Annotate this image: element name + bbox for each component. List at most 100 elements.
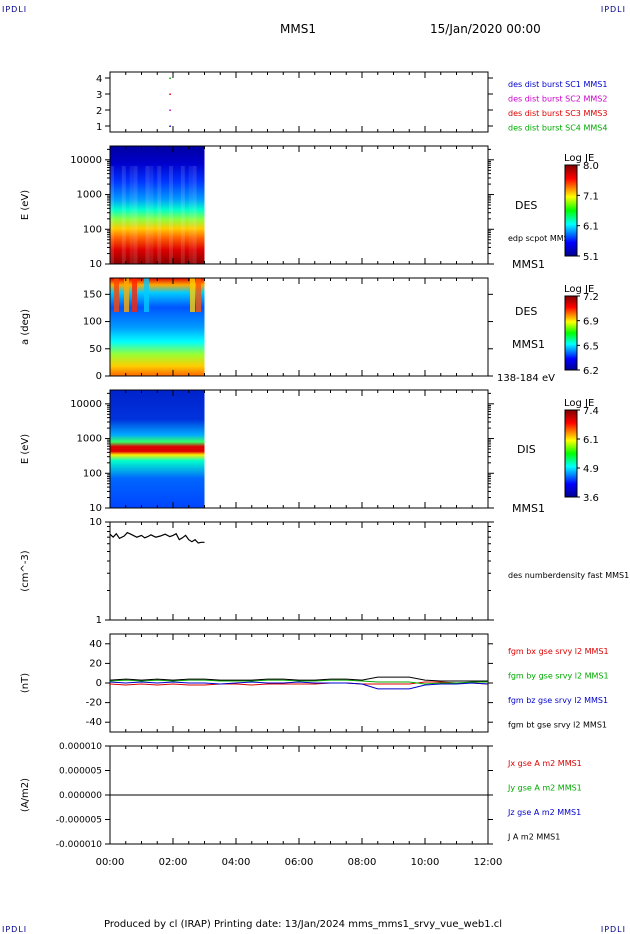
- y-axis-label-fgm: (nT): [20, 673, 31, 693]
- x-tick-label: 00:00: [96, 857, 125, 868]
- des-energy-colorbar-tick-label: 8.0: [583, 161, 599, 172]
- des-energy-extra-label: edp scpot MMS1: [508, 234, 574, 243]
- fgm-series-line-3: [109, 681, 489, 690]
- current-legend-4: J A m2 MMS1: [507, 833, 560, 842]
- des-pitch-stripe: [114, 278, 119, 312]
- des-energy-stripe: [188, 166, 193, 264]
- corner-label-top-left: IPDLI: [2, 5, 28, 14]
- y-tick-label: 40: [89, 639, 102, 650]
- y-tick-label: 3: [96, 90, 102, 101]
- y-tick-label: -0.000010: [56, 840, 102, 850]
- dis-energy-colorbar: [564, 409, 578, 498]
- des-energy-instrument-label: DES: [515, 199, 537, 212]
- des-pitch-stripe: [196, 278, 201, 312]
- x-tick-label: 10:00: [411, 857, 440, 868]
- y-axis-label-dis-energy: E (eV): [20, 434, 31, 464]
- des-energy-colorbar-tick-label: 6.1: [583, 222, 599, 233]
- des-pitch-colorbar: [564, 295, 578, 371]
- y-tick-label: 10000: [70, 399, 102, 410]
- des-pitch-sc-label: MMS1: [512, 338, 545, 351]
- y-axis-label-current: (A/m2): [20, 778, 31, 812]
- y-tick-label: 50: [89, 344, 102, 355]
- des-pitch-colorbar-tick-label: 7.2: [583, 292, 599, 303]
- y-tick-label: 100: [83, 317, 102, 328]
- des-pitch-stripe: [190, 278, 195, 312]
- current-legend-2: Jy gse A m2 MMS1: [507, 784, 582, 793]
- des-energy-stripe: [169, 166, 173, 264]
- des-energy-colorbar-tick-label: 5.1: [583, 252, 599, 263]
- des-energy-stripe: [180, 166, 185, 264]
- current-legend-3: Jz gse A m2 MMS1: [507, 808, 581, 817]
- des-pitch-colorbar-tick-label: 6.9: [583, 317, 599, 328]
- y-tick-label: -40: [86, 717, 102, 728]
- y-tick-label: 10: [89, 503, 102, 514]
- des-energy-spectrogram: [110, 146, 205, 264]
- burst-legend-2: des dist burst SC2 MMS2: [508, 95, 607, 104]
- corner-label-top-right: IPDLI: [600, 5, 626, 14]
- y-axis-label-des-pitch: a (deg): [20, 309, 31, 345]
- dis-energy-sc-label: MMS1: [512, 502, 545, 515]
- des-pitch-instrument-label: DES: [515, 305, 537, 318]
- y-tick-label: 10: [89, 259, 102, 270]
- y-tick-label: 2: [96, 106, 102, 117]
- y-axis-label-des-energy: E (eV): [20, 190, 31, 220]
- burst-point: [169, 125, 171, 127]
- des-energy-stripe: [145, 166, 150, 264]
- header-spacecraft: MMS1: [280, 22, 316, 36]
- des-energy-stripe: [110, 166, 114, 264]
- y-tick-label: 0.000005: [59, 767, 102, 777]
- fgm-legend-4: fgm bt gse srvy l2 MMS1: [508, 721, 607, 730]
- density-legend: des numberdensity fast MMS1: [508, 571, 629, 580]
- dis-energy-instrument-label: DIS: [517, 443, 536, 456]
- y-tick-label: 20: [89, 658, 102, 669]
- burst-point: [169, 77, 171, 79]
- burst-point: [169, 93, 171, 95]
- des-energy-sc-label: MMS1: [512, 258, 545, 271]
- des-energy-stripe: [129, 166, 134, 264]
- panel-fgm-frame: [109, 633, 489, 733]
- y-tick-label: 100: [83, 224, 102, 235]
- des-energy-stripe: [157, 166, 162, 264]
- des-pitch-stripe: [144, 278, 149, 312]
- y-tick-label: 1000: [77, 434, 102, 445]
- current-legend-1: Jx gse A m2 MMS1: [507, 759, 582, 768]
- burst-legend-4: des dist burst SC4 MMS4: [508, 124, 607, 133]
- fgm-legend-3: fgm bz gse srvy l2 MMS1: [508, 696, 608, 705]
- x-tick-label: 12:00: [474, 857, 503, 868]
- dis-energy-colorbar-tick-label: 7.4: [583, 406, 599, 417]
- fgm-series-line-4: [109, 676, 488, 682]
- des-pitch-stripe: [124, 278, 129, 312]
- fgm-legend-1: fgm bx gse srvy l2 MMS1: [508, 647, 609, 656]
- fgm-series-line-2: [109, 679, 488, 685]
- y-tick-label: -20: [86, 698, 102, 709]
- fgm-legend-2: fgm by gse srvy l2 MMS1: [508, 672, 609, 681]
- dis-energy-spectrogram: [110, 390, 205, 508]
- x-tick-label: 06:00: [285, 857, 314, 868]
- y-tick-label: 10: [89, 517, 102, 528]
- y-tick-label: 10000: [70, 155, 102, 166]
- y-axis-label-density: (cm^-3): [20, 550, 31, 591]
- fgm-series-line-1: [109, 681, 489, 686]
- plot-figure: 4 3 2 1 des dist burst SC1 MMS1 des dist burs…: [20, 71, 629, 868]
- y-tick-label: 0: [96, 678, 102, 689]
- y-tick-label: 1000: [77, 190, 102, 201]
- x-tick-label: 04:00: [222, 857, 251, 868]
- y-tick-label: 0: [96, 371, 102, 382]
- des-pitch-range-label: 138-184 eV: [497, 373, 555, 384]
- y-tick-label: 0.000010: [59, 742, 102, 752]
- panel-burst-frame: [109, 71, 489, 133]
- corner-label-bottom-right: IPDLI: [600, 925, 626, 934]
- burst-legend-1: des dist burst SC1 MMS1: [508, 80, 607, 89]
- des-energy-stripe: [192, 166, 197, 264]
- y-tick-label: 0.000000: [59, 791, 102, 801]
- x-tick-label: 02:00: [159, 857, 188, 868]
- y-tick-label: 100: [83, 468, 102, 479]
- corner-label-bottom-left: IPDLI: [2, 925, 28, 934]
- dis-energy-colorbar-tick-label: 4.9: [583, 464, 599, 475]
- footer-credits: Produced by cl (IRAP) Printing date: 13/…: [104, 919, 503, 930]
- y-tick-label: 1: [96, 122, 102, 133]
- y-tick-label: 150: [83, 289, 102, 300]
- des-pitch-colorbar-tick-label: 6.5: [583, 341, 599, 352]
- des-energy-stripe: [149, 166, 154, 264]
- des-pitch-colorbar-tick-label: 6.2: [583, 366, 599, 377]
